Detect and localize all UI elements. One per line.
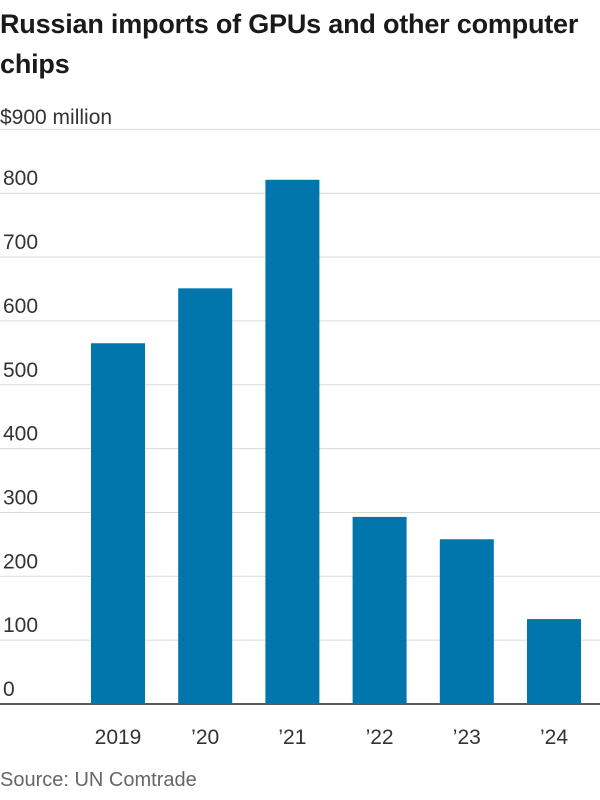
bar [439, 539, 494, 704]
y-tick-label: 800 [3, 167, 38, 190]
bar [527, 619, 581, 704]
y-tick-label: 400 [3, 423, 38, 446]
x-tick-label: ’23 [453, 726, 481, 749]
bars [91, 179, 581, 704]
y-tick-label: 200 [3, 550, 38, 573]
unit-label: $900 million [0, 106, 112, 129]
y-tick-label: 600 [3, 295, 38, 318]
y-tick-label: 100 [3, 614, 38, 637]
source-note: Source: UN Comtrade [0, 769, 197, 791]
x-tick-label: ’21 [278, 726, 306, 749]
bar [91, 343, 145, 704]
chart-title: Russian imports of GPUs and other comput… [0, 9, 579, 79]
axis-labels: 0 100 200 300 400 500 600 700 800 2019 ’20 ’21 ’22 ’2… [3, 167, 568, 749]
bar [352, 516, 407, 704]
y-tick-label: 700 [3, 231, 38, 254]
x-tick-label: ’22 [366, 726, 394, 749]
y-tick-label: 0 [3, 678, 15, 701]
bar [178, 288, 233, 704]
x-tick-label: 2019 [95, 726, 142, 749]
x-tick-label: ’20 [191, 726, 219, 749]
y-tick-label: 500 [3, 359, 38, 382]
x-tick-label: ’24 [540, 726, 568, 749]
bar [265, 179, 320, 704]
y-tick-label: 300 [3, 486, 38, 509]
